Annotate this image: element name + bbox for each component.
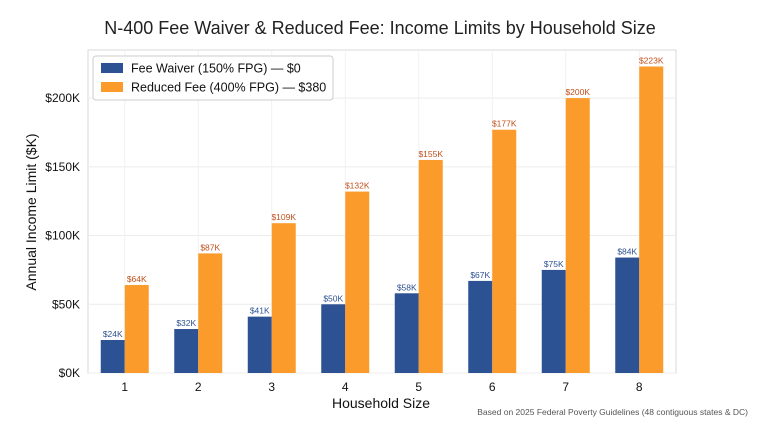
footnote: Based on 2025 Federal Poverty Guidelines… — [477, 407, 748, 417]
y-tick-label: $100K — [45, 229, 80, 243]
bar-fee-waiver — [541, 269, 566, 373]
legend-swatch — [101, 63, 123, 73]
bar-reduced-fee — [198, 253, 223, 373]
legend-label: Reduced Fee (400% FPG) — $380 — [131, 81, 326, 95]
bar-fee-waiver — [321, 304, 346, 373]
bar-reduced-fee — [565, 98, 590, 373]
bar-data-label: $64K — [127, 274, 147, 284]
bar-data-label: $87K — [200, 242, 220, 252]
bar-reduced-fee — [124, 285, 149, 373]
legend-label: Fee Waiver (150% FPG) — $0 — [131, 62, 301, 76]
bar-data-label: $75K — [544, 259, 564, 269]
bar-data-label: $41K — [250, 306, 270, 316]
bar-data-label: $84K — [617, 247, 637, 257]
plot-area: $0K $50K $100K $150K $200K $24K $32K $41K $50K $5… — [45, 49, 677, 394]
bar-data-label: $109K — [271, 212, 296, 222]
bar-fee-waiver — [615, 257, 640, 373]
bar-fee-waiver — [394, 293, 419, 373]
x-tick-label: 5 — [415, 380, 422, 394]
x-tick-label: 8 — [636, 380, 643, 394]
bar-data-label: $50K — [323, 293, 343, 303]
x-tick-label: 4 — [342, 380, 349, 394]
legend: Fee Waiver (150% FPG) — $0 Reduced Fee (4… — [92, 55, 334, 101]
chart-title: N-400 Fee Waiver & Reduced Fee: Income L… — [104, 18, 656, 38]
bar-reduced-fee — [492, 129, 517, 373]
x-axis-label: Household Size — [332, 395, 430, 411]
x-tick-label: 2 — [195, 380, 202, 394]
bar-data-label: $24K — [103, 329, 123, 339]
legend-swatch — [101, 82, 123, 92]
bar-data-label: $200K — [565, 87, 590, 97]
y-tick-label: $200K — [45, 91, 80, 105]
x-tick-label: 6 — [489, 380, 496, 394]
bar-fee-waiver — [100, 340, 125, 373]
y-axis-label: Annual Income Limit ($K) — [23, 133, 39, 290]
x-tick-label: 3 — [268, 380, 275, 394]
y-tick-label: $0K — [59, 366, 80, 380]
x-tick-label: 7 — [562, 380, 569, 394]
bar-reduced-fee — [271, 223, 296, 373]
bar-reduced-fee — [418, 159, 443, 373]
bar-data-label: $67K — [470, 270, 490, 280]
bar-reduced-fee — [345, 191, 370, 373]
bar-data-label: $58K — [397, 282, 417, 292]
bar-data-label: $223K — [639, 55, 664, 65]
bar-fee-waiver — [468, 280, 493, 373]
x-tick-label: 1 — [121, 380, 128, 394]
y-tick-label: $50K — [52, 297, 80, 311]
bar-data-label: $32K — [176, 318, 196, 328]
y-tick-label: $150K — [45, 160, 80, 174]
bar-data-label: $177K — [492, 119, 517, 129]
bar-data-label: $155K — [418, 149, 443, 159]
bar-fee-waiver — [174, 329, 199, 373]
bar-reduced-fee — [639, 66, 664, 373]
bar-data-label: $132K — [345, 181, 370, 191]
bar-fee-waiver — [247, 316, 272, 373]
legend-box — [92, 55, 334, 101]
